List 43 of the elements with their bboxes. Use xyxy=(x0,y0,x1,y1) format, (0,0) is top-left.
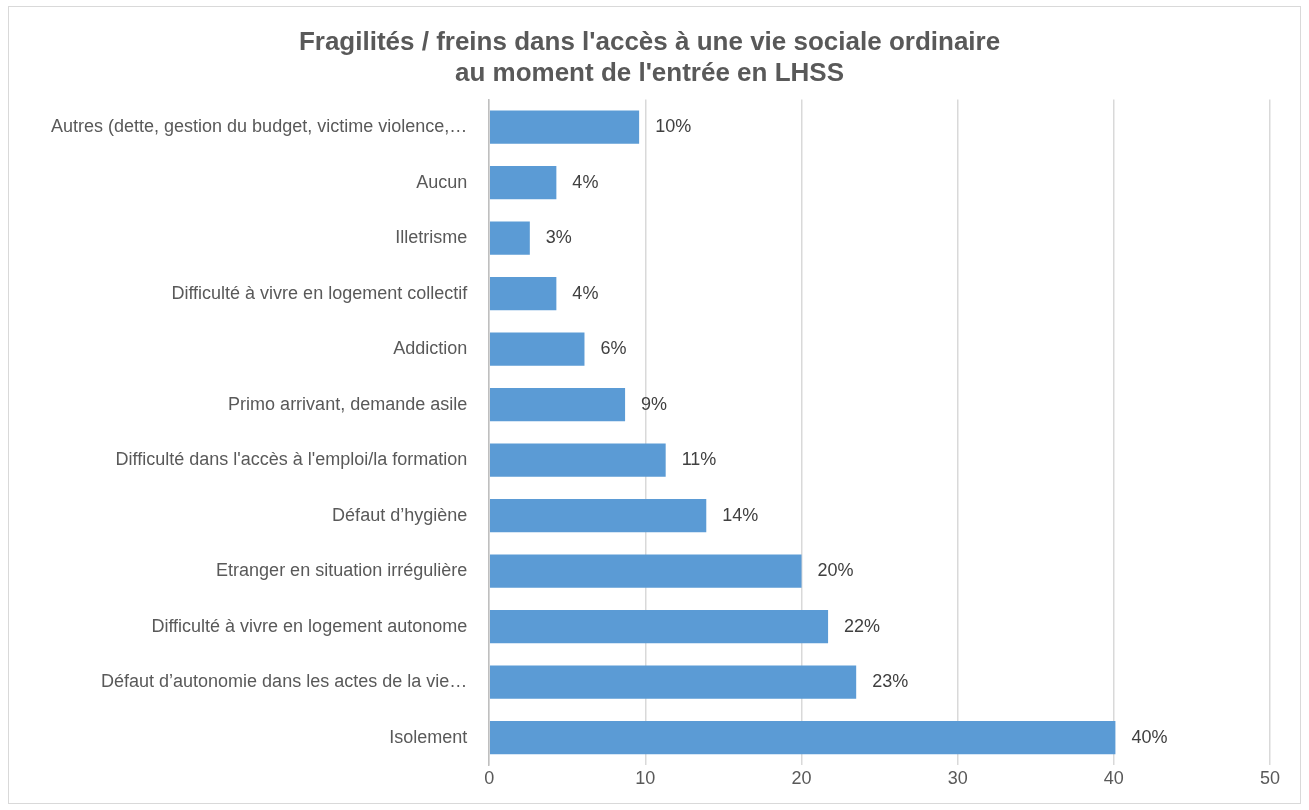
x-tick-label: 20 xyxy=(791,768,812,789)
data-label: 11% xyxy=(681,449,717,470)
y-tick-label: Défaut d’autonomie dans les actes de la vie… xyxy=(101,671,468,692)
bar xyxy=(489,166,557,200)
bar xyxy=(489,388,626,422)
data-label: 23% xyxy=(872,671,909,692)
x-tick-label: 30 xyxy=(947,768,968,789)
x-tick-label: 10 xyxy=(635,768,656,789)
data-label: 3% xyxy=(545,227,572,248)
data-label: 4% xyxy=(572,171,599,192)
chart-title: Fragilités / freins dans l'accès à une vie sociale ordinaire au moment de l'entrée en LHSS xyxy=(298,25,1001,87)
bar xyxy=(489,277,557,311)
data-label: 20% xyxy=(817,560,854,581)
y-tick-label: Difficulté à vivre en logement autonome xyxy=(151,615,468,636)
data-label: 9% xyxy=(641,393,668,414)
y-tick-label: Illetrisme xyxy=(395,227,468,248)
bar xyxy=(489,554,802,588)
bar xyxy=(489,221,530,255)
x-tick-label: 40 xyxy=(1103,768,1124,789)
y-tick-label: Aucun xyxy=(416,171,468,192)
data-label: 6% xyxy=(600,338,627,359)
data-label: 22% xyxy=(844,615,881,636)
y-tick-label: Isolement xyxy=(389,726,468,747)
x-tick-label: 0 xyxy=(484,768,495,789)
y-tick-label: Addiction xyxy=(393,338,468,359)
bar xyxy=(489,332,585,366)
bar xyxy=(489,721,1116,755)
bar xyxy=(489,610,829,644)
bar xyxy=(489,110,640,144)
y-tick-label: Difficulté à vivre en logement collectif xyxy=(171,282,469,303)
data-label: 14% xyxy=(722,504,759,525)
bar xyxy=(489,499,707,533)
y-tick-label: Autres (dette, gestion du budget, victime violence,… xyxy=(50,116,468,137)
y-tick-label: Difficulté dans l'accès à l'emploi/la formation xyxy=(115,449,468,470)
y-tick-label: Primo arrivant, demande asile xyxy=(228,393,468,414)
bar xyxy=(489,665,857,699)
data-label: 40% xyxy=(1131,726,1168,747)
y-tick-label: Etranger en situation irrégulière xyxy=(216,560,468,581)
bar xyxy=(489,443,666,477)
y-tick-label: Défaut d’hygiène xyxy=(332,504,468,525)
x-tick-label: 50 xyxy=(1259,768,1281,789)
data-label: 10% xyxy=(655,116,692,137)
data-label: 4% xyxy=(572,282,599,303)
